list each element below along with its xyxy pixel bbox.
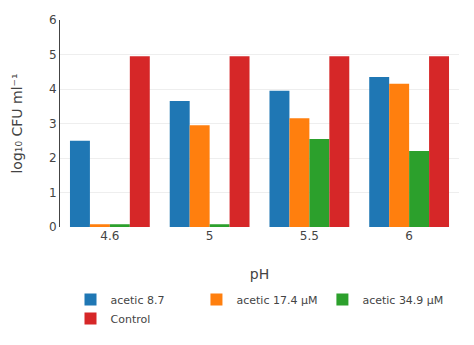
svg-text:0: 0 xyxy=(49,220,57,234)
svg-text:5.5: 5.5 xyxy=(300,229,319,243)
svg-text:4.6: 4.6 xyxy=(100,229,119,243)
svg-text:5: 5 xyxy=(206,229,214,243)
svg-text:1: 1 xyxy=(49,186,57,200)
svg-text:2: 2 xyxy=(49,151,57,165)
svg-text:5: 5 xyxy=(49,48,57,62)
svg-text:3: 3 xyxy=(49,117,57,131)
svg-text:Control: Control xyxy=(111,313,151,326)
svg-text:acetic 34.9 μM: acetic 34.9 μM xyxy=(362,294,443,307)
svg-text:pH: pH xyxy=(250,266,269,282)
svg-text:6: 6 xyxy=(49,13,57,27)
svg-text:6: 6 xyxy=(405,229,413,243)
svg-text:acetic 17.4 μM: acetic 17.4 μM xyxy=(236,294,317,307)
svg-text:4: 4 xyxy=(49,82,57,96)
svg-text:log₁₀ CFU ml⁻¹: log₁₀ CFU ml⁻¹ xyxy=(9,73,25,173)
svg-text:acetic 8.7: acetic 8.7 xyxy=(111,294,165,307)
